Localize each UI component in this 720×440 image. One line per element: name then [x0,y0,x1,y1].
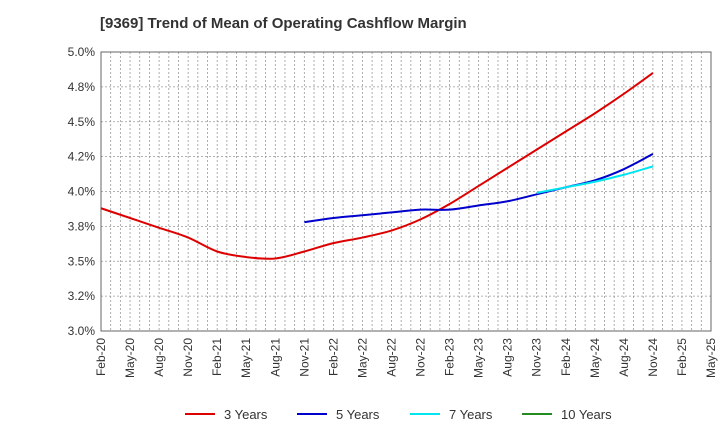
series-line-5-years [304,152,654,224]
x-tick-label: Feb-25 [675,338,689,376]
x-tick-label: Aug-23 [501,338,515,377]
x-tick-label: Nov-24 [646,338,660,377]
y-tick-label: 4.8% [68,80,96,94]
legend-label-10-years: 10 Years [561,407,612,422]
x-tick-label: Aug-21 [268,338,282,377]
x-tick-label: Feb-24 [559,338,573,376]
x-tick-label: Feb-23 [443,338,457,376]
y-tick-label: 3.0% [68,324,96,338]
x-tick-label: May-25 [704,338,718,378]
x-tick-label: May-23 [472,338,486,378]
x-tick-label: May-20 [123,338,137,378]
x-tick-label: Aug-24 [617,338,631,377]
x-tick-label: Feb-21 [210,338,224,376]
x-tick-label: Aug-20 [152,338,166,377]
series-line-3-years [100,72,654,260]
plot-border [100,51,712,332]
x-tick-label: Aug-22 [384,338,398,377]
legend-label-3-years: 3 Years [224,407,268,422]
y-tick-label: 3.5% [68,254,96,268]
legend-label-5-years: 5 Years [336,407,380,422]
x-tick-label: May-21 [239,338,253,378]
y-tick-label: 3.2% [68,289,96,303]
legend-label-7-years: 7 Years [449,407,493,422]
x-tick-label: Feb-22 [326,338,340,376]
x-tick-label: Nov-21 [297,338,311,377]
y-tick-label: 4.0% [68,185,96,199]
x-tick-label: May-22 [355,338,369,378]
y-tick-label: 3.8% [68,219,96,233]
y-tick-label: 4.5% [68,115,96,129]
series-line-7-years [536,165,654,194]
x-tick-label: Feb-20 [94,338,108,376]
x-tick-label: Nov-22 [414,338,428,377]
x-tick-label: May-24 [588,338,602,378]
y-tick-label: 4.2% [68,150,96,164]
chart-title: [9369] Trend of Mean of Operating Cashfl… [100,15,467,32]
y-tick-label: 5.0% [68,45,96,59]
x-tick-label: Nov-20 [181,338,195,377]
x-tick-label: Nov-23 [530,338,544,377]
